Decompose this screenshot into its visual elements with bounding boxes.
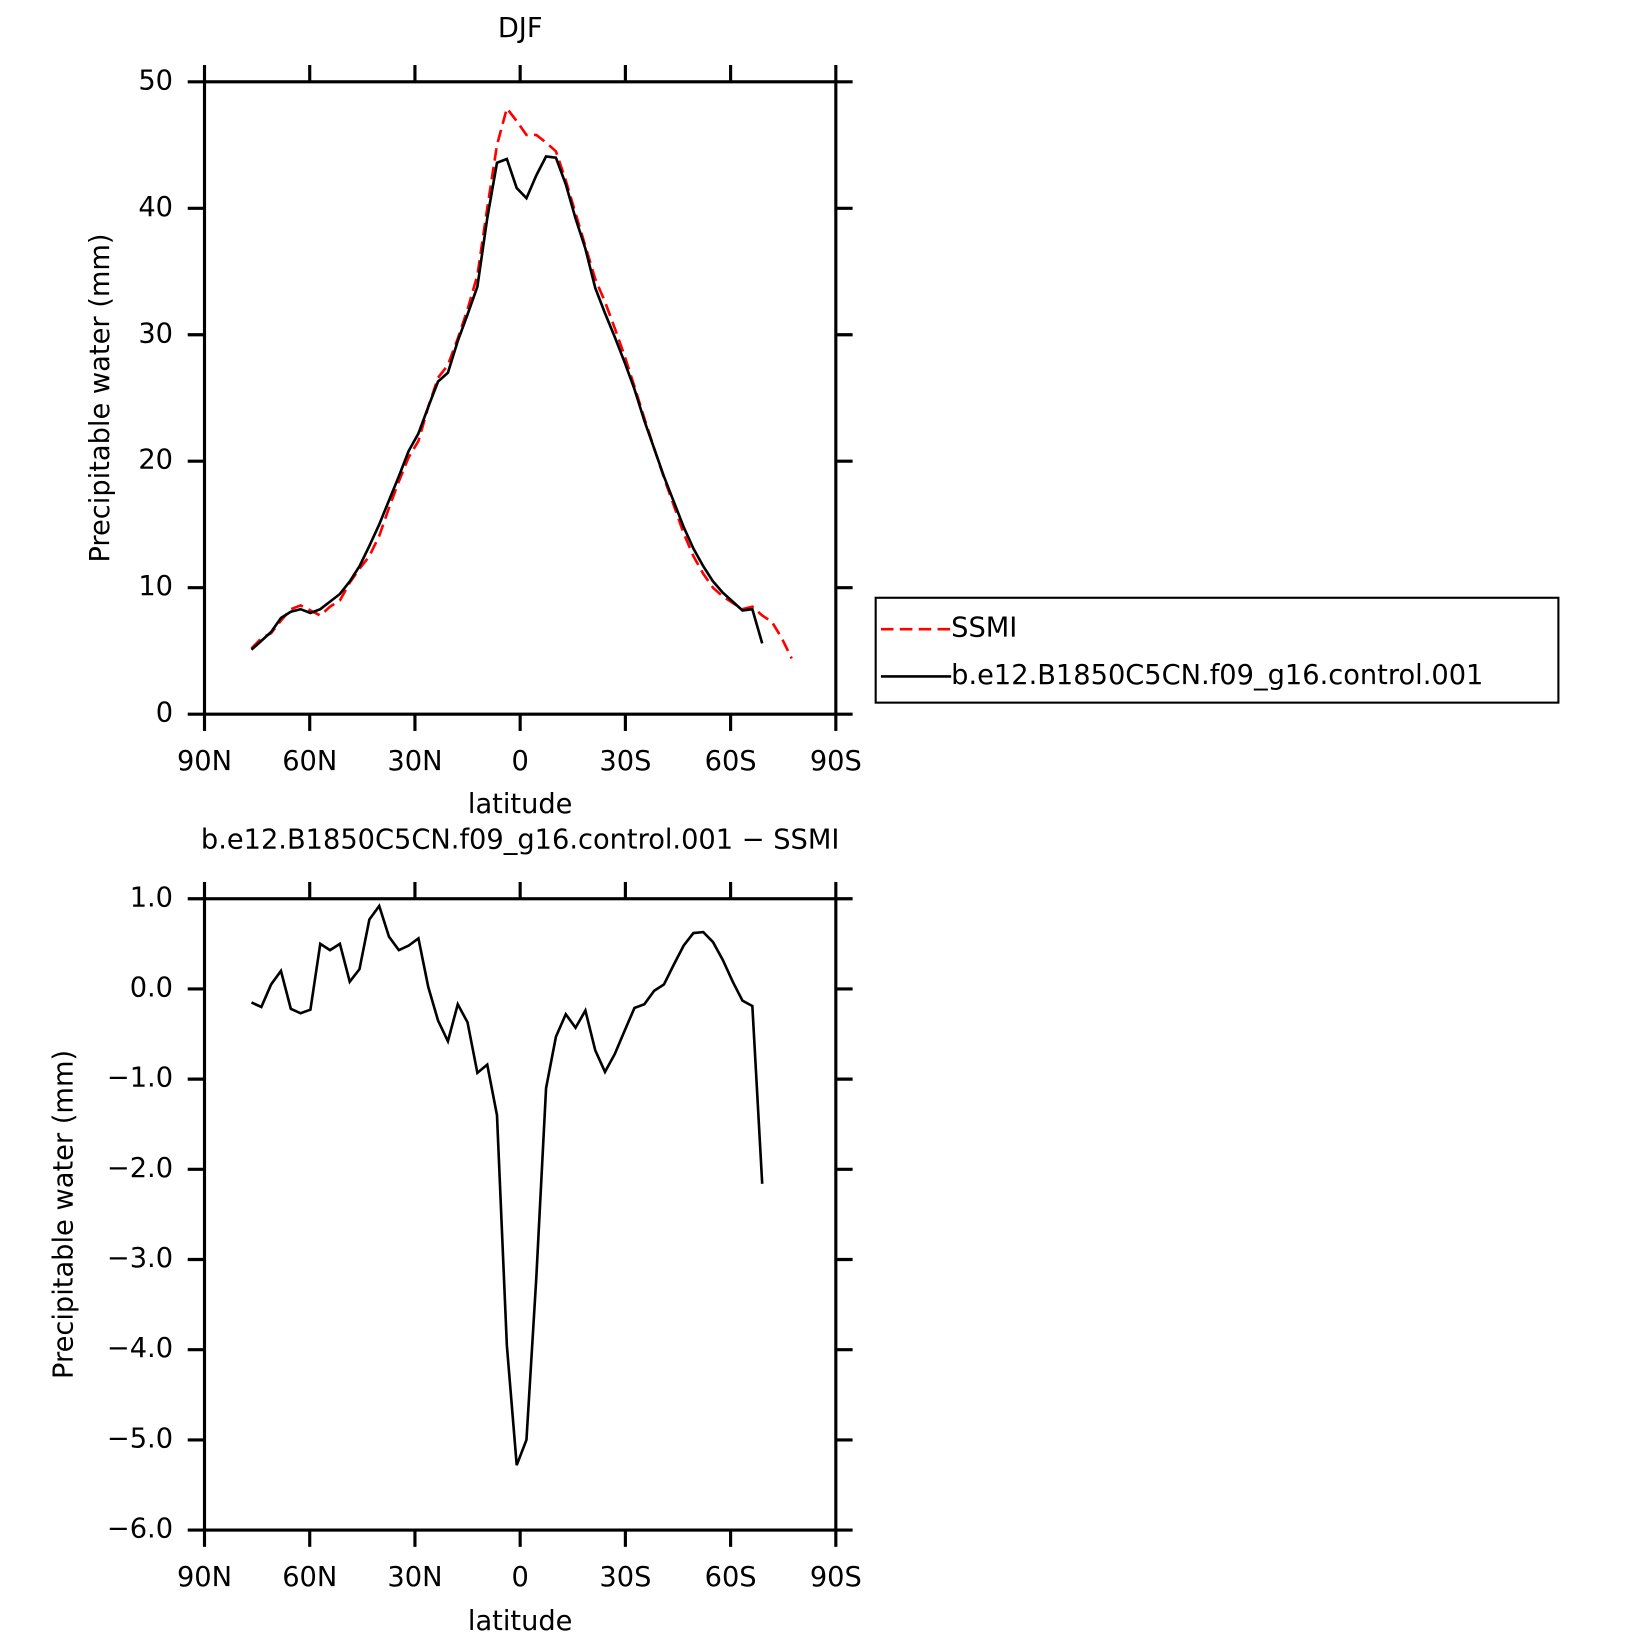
x-tick-label: 30N xyxy=(387,746,442,777)
data-line xyxy=(250,903,764,1466)
legend-box xyxy=(874,596,1560,704)
legend-label: SSMI xyxy=(951,613,1017,644)
y-axis-label: Precipitable water (mm) xyxy=(49,1050,80,1379)
y-tick-label: 40 xyxy=(138,192,173,223)
data-line xyxy=(250,105,793,660)
chart-title: DJF xyxy=(498,13,543,44)
y-tick-label: −6.0 xyxy=(107,1514,173,1545)
y-tick-label: 1.0 xyxy=(130,882,173,913)
x-tick-label: 90S xyxy=(810,1562,862,1593)
x-tick-label: 0 xyxy=(511,1562,528,1593)
y-tick-label: 0 xyxy=(156,698,173,729)
x-tick-label: 30S xyxy=(599,746,651,777)
x-tick-label: 90S xyxy=(810,746,862,777)
y-tick-label: −1.0 xyxy=(107,1063,173,1094)
x-tick-label: 90N xyxy=(177,1562,232,1593)
x-tick-label: 0 xyxy=(511,746,528,777)
x-tick-label: 60S xyxy=(705,746,757,777)
plot-frame xyxy=(202,897,838,1532)
chart-title: b.e12.B1850C5CN.f09_g16.control.001 − SS… xyxy=(201,825,840,856)
x-axis-label: latitude xyxy=(468,1606,573,1636)
y-tick-label: −2.0 xyxy=(107,1153,173,1184)
plot-frame xyxy=(202,80,838,716)
y-tick-label: 20 xyxy=(138,445,173,476)
y-tick-label: −5.0 xyxy=(107,1423,173,1454)
x-tick-label: 60S xyxy=(705,1562,757,1593)
y-axis-label: Precipitable water (mm) xyxy=(85,233,116,562)
y-tick-label: −4.0 xyxy=(107,1333,173,1364)
y-tick-label: 30 xyxy=(138,318,173,349)
y-tick-label: −3.0 xyxy=(107,1243,173,1274)
x-tick-label: 60N xyxy=(282,1562,337,1593)
x-tick-label: 60N xyxy=(282,746,337,777)
y-tick-label: 50 xyxy=(138,65,173,96)
y-tick-label: 0.0 xyxy=(130,972,173,1003)
legend-label: b.e12.B1850C5CN.f09_g16.control.001 xyxy=(951,660,1483,691)
x-tick-label: 90N xyxy=(177,746,232,777)
data-line xyxy=(250,155,764,651)
x-axis-label: latitude xyxy=(468,789,573,820)
y-tick-label: 10 xyxy=(138,571,173,602)
x-tick-label: 30S xyxy=(599,1562,651,1593)
x-tick-label: 30N xyxy=(387,1562,442,1593)
